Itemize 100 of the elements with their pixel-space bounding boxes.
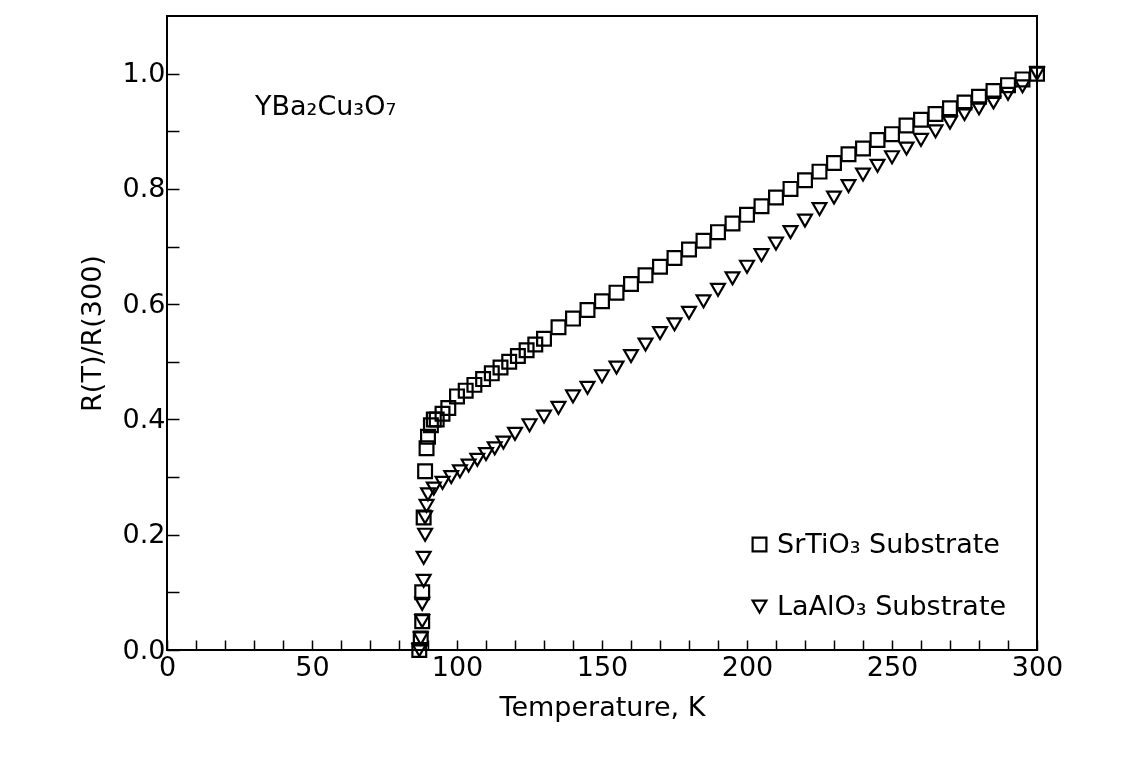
point bbox=[710, 224, 726, 241]
annotation: YBa₂Cu₃O₇ bbox=[254, 90, 397, 121]
point bbox=[898, 117, 915, 134]
y-tick-label: 0.6 bbox=[122, 287, 166, 319]
point bbox=[782, 225, 799, 240]
point bbox=[608, 360, 625, 375]
point bbox=[724, 271, 741, 286]
point bbox=[637, 267, 654, 284]
point bbox=[623, 348, 639, 364]
point bbox=[855, 167, 871, 182]
point bbox=[898, 141, 915, 156]
point bbox=[1014, 71, 1031, 88]
point bbox=[457, 382, 474, 399]
y-tick-label: 1.0 bbox=[122, 57, 166, 89]
point bbox=[826, 190, 842, 205]
point bbox=[637, 337, 654, 352]
point bbox=[579, 301, 596, 318]
point bbox=[652, 258, 668, 275]
point bbox=[768, 189, 784, 206]
point bbox=[451, 464, 468, 479]
point bbox=[1000, 86, 1016, 101]
point bbox=[469, 452, 486, 467]
point bbox=[855, 140, 871, 157]
point bbox=[422, 417, 439, 434]
point bbox=[507, 426, 523, 441]
x-axis-title: Temperature, K bbox=[498, 690, 707, 722]
point bbox=[1014, 79, 1031, 94]
point bbox=[724, 215, 741, 232]
point bbox=[942, 115, 958, 130]
point bbox=[652, 325, 668, 341]
point bbox=[460, 458, 477, 473]
point bbox=[681, 305, 697, 320]
point bbox=[811, 202, 828, 217]
point bbox=[840, 146, 857, 163]
point bbox=[797, 213, 813, 228]
point bbox=[565, 389, 581, 404]
point bbox=[417, 527, 434, 542]
point bbox=[475, 371, 492, 388]
x-tick-label: 200 bbox=[721, 650, 774, 682]
point bbox=[971, 88, 987, 105]
point bbox=[913, 132, 929, 147]
point bbox=[797, 172, 813, 189]
point bbox=[414, 584, 431, 601]
point bbox=[1000, 77, 1016, 94]
point bbox=[739, 206, 755, 223]
point bbox=[666, 250, 683, 267]
point bbox=[434, 475, 451, 490]
point bbox=[420, 487, 436, 502]
legend-label: SrTiO₃ Substrate bbox=[777, 527, 1000, 559]
point bbox=[417, 463, 434, 480]
point bbox=[495, 435, 512, 450]
point bbox=[434, 405, 451, 422]
y-tick-label: 0.2 bbox=[122, 518, 166, 550]
point bbox=[509, 348, 526, 365]
point bbox=[527, 336, 544, 353]
point bbox=[415, 573, 432, 588]
point bbox=[518, 342, 535, 359]
point bbox=[971, 101, 987, 116]
point bbox=[927, 105, 944, 122]
point bbox=[985, 95, 1002, 110]
point bbox=[666, 317, 683, 332]
point bbox=[811, 163, 828, 180]
point bbox=[884, 150, 900, 165]
point bbox=[695, 232, 712, 249]
point bbox=[425, 481, 442, 496]
point bbox=[565, 310, 581, 327]
point bbox=[913, 111, 929, 128]
point bbox=[492, 359, 509, 376]
point bbox=[478, 446, 494, 462]
point bbox=[840, 178, 857, 194]
point bbox=[782, 180, 799, 197]
x-tick-label: 150 bbox=[576, 650, 629, 682]
point bbox=[753, 248, 770, 263]
point bbox=[869, 131, 886, 148]
x-tick-label: 100 bbox=[431, 650, 484, 682]
point bbox=[536, 409, 552, 424]
point bbox=[753, 198, 770, 215]
point bbox=[449, 388, 465, 405]
point bbox=[579, 380, 596, 395]
legend-label: LaAlO₃ Substrate bbox=[777, 589, 1007, 621]
point bbox=[536, 330, 552, 347]
point bbox=[594, 369, 610, 384]
y-axis-title: R(T)/R(300) bbox=[75, 255, 107, 412]
point bbox=[826, 154, 842, 171]
point bbox=[985, 82, 1002, 99]
point bbox=[942, 100, 958, 117]
point bbox=[710, 282, 726, 297]
point bbox=[550, 319, 567, 336]
point bbox=[956, 94, 973, 111]
point bbox=[418, 440, 435, 457]
point bbox=[884, 126, 900, 143]
point bbox=[414, 596, 431, 611]
point bbox=[927, 124, 944, 139]
point bbox=[594, 293, 610, 310]
y-tick-label: 0.4 bbox=[122, 402, 166, 434]
point bbox=[440, 399, 457, 416]
point bbox=[739, 259, 755, 274]
point bbox=[550, 400, 567, 415]
point bbox=[768, 236, 784, 251]
point bbox=[681, 241, 697, 258]
